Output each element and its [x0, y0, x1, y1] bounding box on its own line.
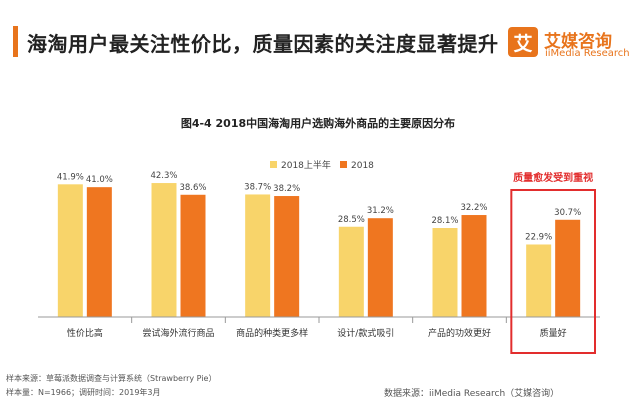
x-tick-label: 质量好	[540, 327, 567, 339]
data-label: 42.3%	[150, 171, 177, 181]
bar	[57, 184, 83, 317]
legend-swatch	[270, 161, 277, 168]
bar	[432, 228, 458, 317]
data-label: 30.7%	[554, 208, 581, 218]
bar	[461, 215, 487, 317]
data-label: 38.6%	[179, 183, 206, 193]
data-label: 41.9%	[57, 172, 84, 182]
bar	[555, 219, 581, 317]
data-label: 38.2%	[273, 184, 300, 194]
legend-label: 2018上半年	[281, 159, 331, 171]
bar	[526, 244, 552, 317]
data-label: 32.2%	[460, 203, 487, 213]
footer-sample-size: 样本量：N=1966；调研时间：2019年3月	[6, 388, 161, 397]
x-tick-label: 性价比高	[67, 327, 103, 339]
footer-data-source: 数据来源：iiMedia Research（艾媒咨询）	[384, 389, 560, 399]
data-label: 38.7%	[244, 182, 271, 192]
highlight-box	[510, 189, 597, 354]
page-title: 海淘用户最关注性价比，质量因素的关注度显著提升	[27, 32, 499, 56]
bar	[86, 187, 112, 317]
x-tick-label: 尝试海外流行商品	[142, 327, 214, 339]
brand-logo: 艾 艾媒咨询 iiMedia Research	[508, 25, 630, 65]
x-tick-label: 产品的功效更好	[428, 327, 491, 339]
chart-title: 图4-4 2018中国海淘用户选购海外商品的主要原因分布	[180, 117, 456, 130]
data-label: 28.1%	[431, 216, 458, 226]
data-label: 31.2%	[367, 206, 394, 216]
bar	[151, 183, 177, 317]
bar	[274, 196, 300, 317]
annotation-label: 质量愈发受到重视	[513, 171, 593, 184]
title-accent-bar	[13, 26, 18, 57]
bar	[180, 194, 206, 317]
legend-swatch	[340, 161, 347, 168]
bar	[245, 194, 271, 317]
legend-label: 2018	[351, 161, 374, 171]
bar	[338, 226, 364, 317]
footer-sample-source: 样本来源：草莓派数据调查与计算系统（Strawberry Pie）	[6, 374, 217, 383]
logo-subtitle: iiMedia Research	[545, 48, 630, 59]
data-label: 28.5%	[338, 215, 365, 225]
bar	[367, 218, 393, 317]
data-label: 22.9%	[525, 232, 552, 242]
x-tick-label: 商品的种类更多样	[236, 327, 308, 339]
logo-mark: 艾	[508, 27, 538, 57]
logo-name: 艾媒咨询	[544, 32, 612, 52]
x-tick-label: 设计/款式吸引	[337, 327, 394, 339]
data-label: 41.0%	[86, 175, 113, 185]
